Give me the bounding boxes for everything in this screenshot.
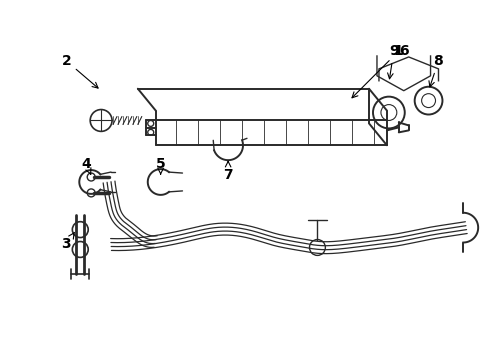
Text: 5: 5 [156, 157, 165, 174]
Text: 9: 9 [387, 44, 398, 79]
Text: 1: 1 [351, 44, 403, 98]
Text: 2: 2 [61, 54, 98, 88]
Text: 3: 3 [61, 232, 74, 252]
Text: 4: 4 [81, 157, 91, 174]
Text: 6: 6 [398, 44, 408, 58]
Text: 8: 8 [428, 54, 443, 87]
Text: 7: 7 [223, 161, 232, 182]
